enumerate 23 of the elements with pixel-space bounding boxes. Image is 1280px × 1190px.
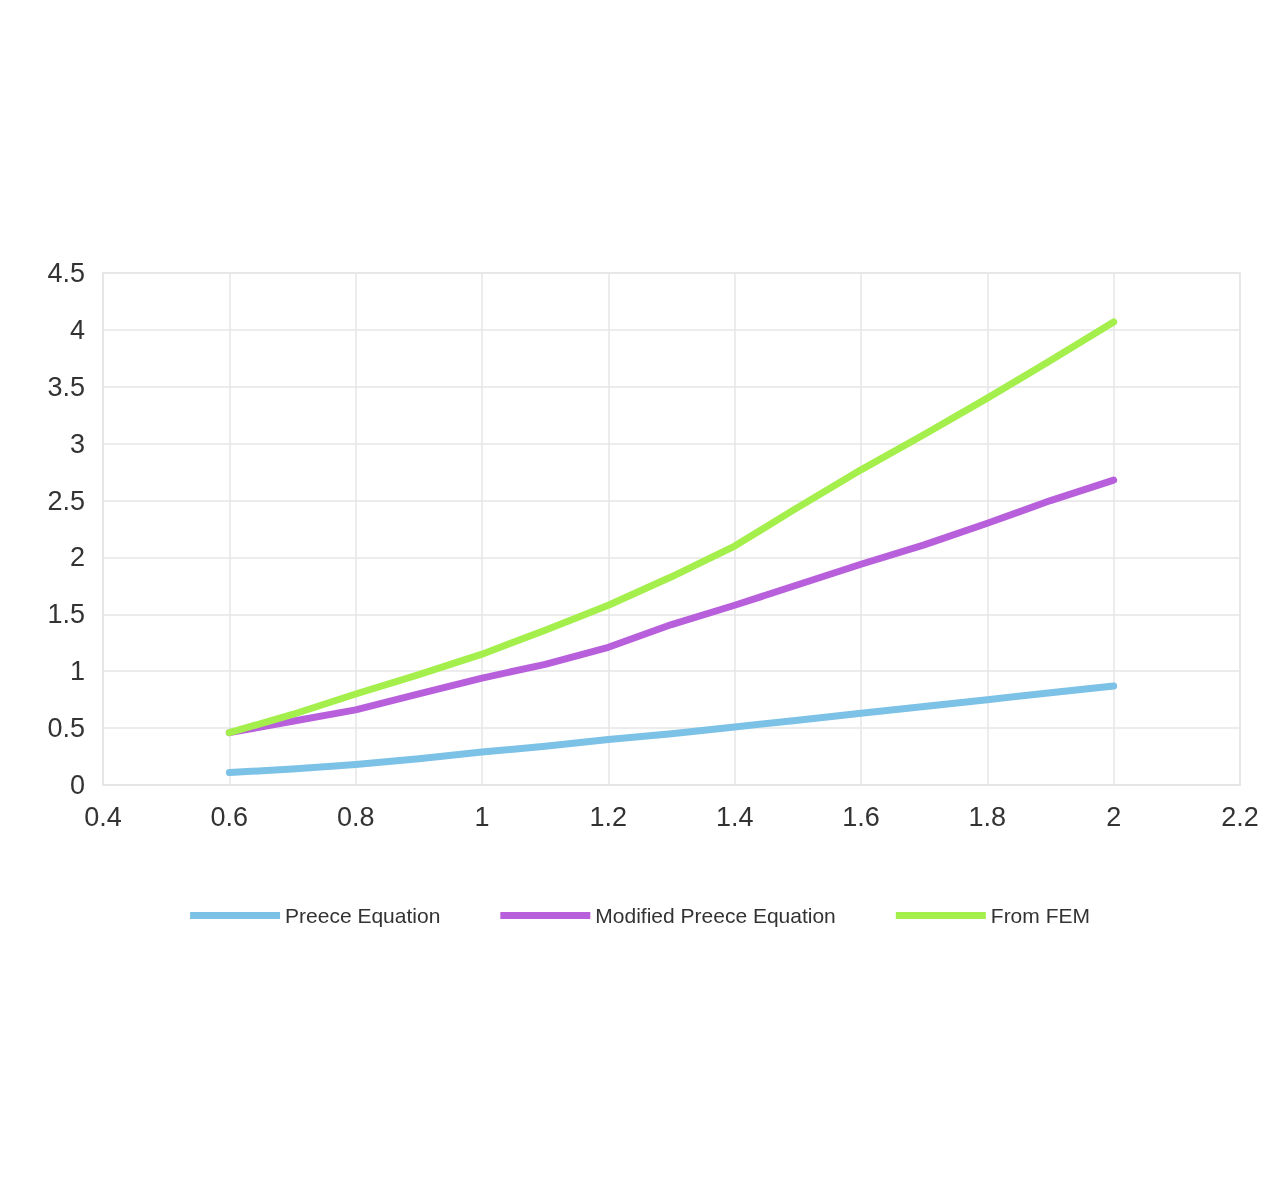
x-tick-label: 1.2 <box>589 801 628 832</box>
x-tick-label: 0.8 <box>336 801 375 832</box>
x-tick-label: 1.6 <box>842 801 880 832</box>
y-tick-label: 4 <box>69 314 85 345</box>
x-tick-label: 0.6 <box>210 801 249 832</box>
x-tick-label: 1.8 <box>968 801 1007 832</box>
legend-label: From FEM <box>990 904 1090 927</box>
x-tick-label: 2 <box>1106 801 1122 832</box>
y-tick-label: 3 <box>69 428 85 459</box>
y-tick-label: 3.5 <box>47 371 85 402</box>
x-tick-label: 1.4 <box>715 801 754 832</box>
legend-label: Modified Preece Equation <box>595 904 836 927</box>
y-tick-label: 2.5 <box>47 485 85 516</box>
y-tick-label: 2 <box>69 542 85 573</box>
legend-label: Preece Equation <box>285 904 441 927</box>
y-tick-label: 0.5 <box>47 713 85 744</box>
x-tick-label: 0.4 <box>84 801 122 832</box>
x-tick-label: 2.2 <box>1221 801 1259 832</box>
x-tick-label: 1 <box>474 801 490 832</box>
y-tick-label: 1 <box>69 656 85 687</box>
y-tick-label: 0 <box>69 770 85 800</box>
y-tick-label: 1.5 <box>47 599 85 630</box>
y-tick-label: 4.5 <box>47 258 85 288</box>
